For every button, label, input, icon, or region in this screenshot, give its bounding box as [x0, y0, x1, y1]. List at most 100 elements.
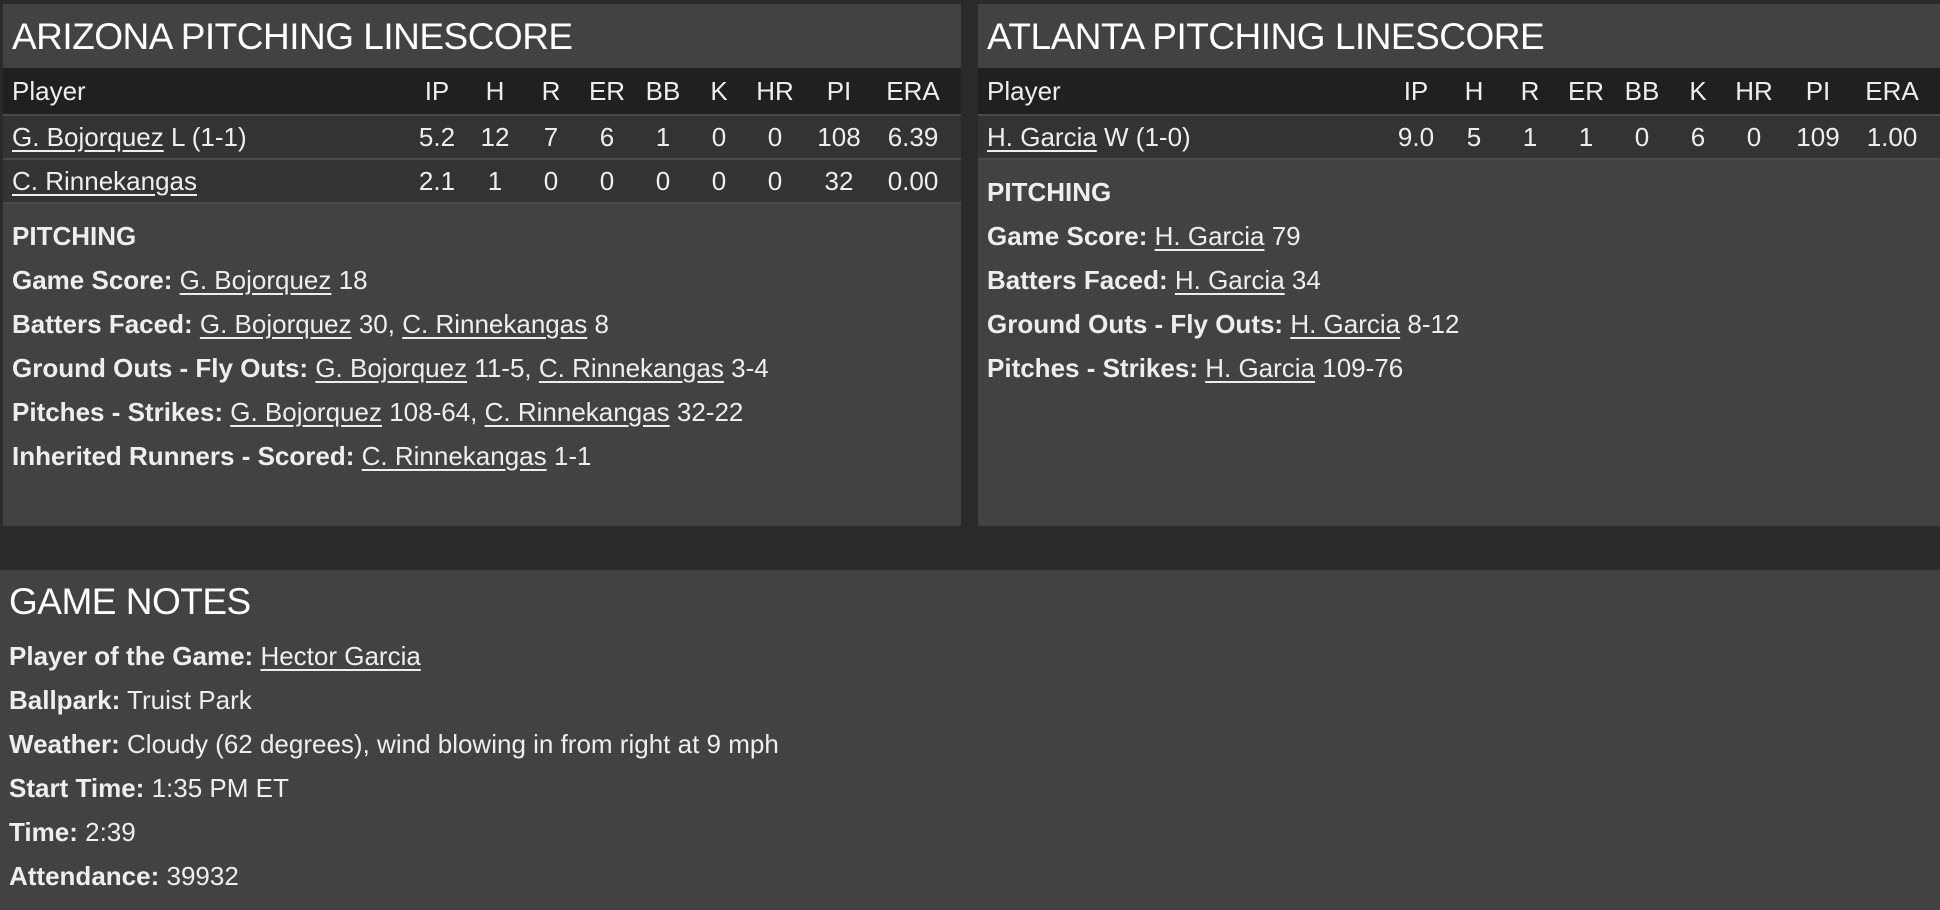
col-er: ER — [1567, 75, 1605, 106]
value: 8 — [594, 309, 609, 339]
stat-hr: 0 — [1746, 121, 1762, 152]
player-of-game-line: Player of the Game: Hector Garcia — [9, 634, 1931, 678]
label: Pitches - Strikes: — [12, 397, 223, 427]
stat-pi: 109 — [1796, 121, 1840, 152]
panel-title: ATLANTA PITCHING LINESCORE — [987, 16, 1545, 57]
col-r: R — [1520, 75, 1540, 106]
value: 11-5, — [474, 353, 532, 383]
value: 79 — [1271, 221, 1301, 251]
stat-r: 1 — [1522, 121, 1538, 152]
arizona-pitching-panel: ARIZONA PITCHING LINESCORE Player IP H R… — [3, 4, 961, 526]
player-link[interactable]: C. Rinnekangas — [484, 397, 670, 427]
atlanta-pitching-panel: ATLANTA PITCHING LINESCORE Player IP H R… — [978, 4, 1940, 526]
player-link[interactable]: G. Bojorquez — [199, 309, 352, 339]
col-player: Player — [12, 75, 86, 106]
label: Start Time: — [9, 773, 145, 803]
go-fo-line: Ground Outs - Fly Outs: G. Bojorquez 11-… — [12, 346, 952, 390]
col-ip: IP — [424, 75, 450, 106]
stat-bb: 0 — [655, 165, 671, 196]
panel-title: GAME NOTES — [9, 581, 251, 622]
player-link[interactable]: Hector Garcia — [260, 641, 421, 671]
label: Inherited Runners - Scored: — [12, 441, 355, 471]
col-hr: HR — [756, 75, 794, 106]
stat-er: 1 — [1578, 121, 1594, 152]
value: 34 — [1291, 265, 1321, 295]
player-link[interactable]: C. Rinnekangas — [361, 441, 547, 471]
stat-bb: 1 — [655, 121, 671, 152]
label: Pitches - Strikes: — [987, 353, 1198, 383]
start-time-line: Start Time: 1:35 PM ET — [9, 766, 1931, 810]
pitches-strikes-line: Pitches - Strikes: G. Bojorquez 108-64, … — [12, 390, 952, 434]
player-link[interactable]: H. Garcia — [1205, 353, 1316, 383]
col-bb: BB — [1624, 75, 1660, 106]
inherited-runners-line: Inherited Runners - Scored: C. Rinnekang… — [12, 434, 952, 478]
section-heading: PITCHING — [987, 177, 1112, 207]
player-link[interactable]: G. Bojorquez — [179, 265, 332, 295]
col-pi: PI — [1805, 75, 1831, 106]
decision: W (1-0) — [1104, 121, 1191, 152]
player-link[interactable]: C. Rinnekangas — [402, 309, 588, 339]
game-notes-panel: GAME NOTES Player of the Game: Hector Ga… — [0, 570, 1940, 910]
game-score-line: Game Score: H. Garcia 79 — [987, 214, 1931, 258]
stat-h: 1 — [487, 165, 503, 196]
stat-era: 0.00 — [887, 165, 939, 196]
label: Weather: — [9, 729, 120, 759]
label: Ballpark: — [9, 685, 121, 715]
section-heading: PITCHING — [12, 221, 137, 251]
value: 39932 — [166, 861, 239, 891]
table-header: Player IP H R ER BB K HR PI ERA — [3, 68, 961, 114]
table-row: G. Bojorquez L (1-1) 5.2 12 7 6 1 0 0 10… — [3, 114, 961, 158]
player-link[interactable]: H. Garcia — [987, 121, 1097, 152]
value: 18 — [338, 265, 368, 295]
game-score-line: Game Score: G. Bojorquez 18 — [12, 258, 952, 302]
attendance-line: Attendance: 39932 — [9, 854, 1931, 898]
notes-section: Player of the Game: Hector Garcia Ballpa… — [0, 634, 1940, 898]
col-h: H — [485, 75, 505, 106]
batters-faced-line: Batters Faced: G. Bojorquez 30, C. Rinne… — [12, 302, 952, 346]
player-link[interactable]: H. Garcia — [1174, 265, 1285, 295]
player-link[interactable]: C. Rinnekangas — [12, 165, 197, 196]
stat-r: 0 — [543, 165, 559, 196]
stat-k: 6 — [1690, 121, 1706, 152]
value: 3-4 — [731, 353, 769, 383]
stat-hr: 0 — [767, 121, 783, 152]
col-ip: IP — [1403, 75, 1429, 106]
player-link[interactable]: C. Rinnekangas — [538, 353, 724, 383]
col-bb: BB — [645, 75, 681, 106]
panel-title: ARIZONA PITCHING LINESCORE — [12, 16, 573, 57]
batters-faced-line: Batters Faced: H. Garcia 34 — [987, 258, 1931, 302]
player-link[interactable]: G. Bojorquez — [315, 353, 468, 383]
value: 1-1 — [553, 441, 592, 471]
col-k: K — [1689, 75, 1707, 106]
stat-ip: 5.2 — [418, 121, 456, 152]
stat-r: 7 — [543, 121, 559, 152]
col-era: ERA — [1865, 75, 1919, 106]
pitching-section: PITCHING Game Score: H. Garcia 79 Batter… — [978, 158, 1940, 390]
stat-era: 1.00 — [1866, 121, 1918, 152]
stat-pi: 32 — [824, 165, 854, 196]
col-hr: HR — [1735, 75, 1773, 106]
decision: L (1-1) — [170, 121, 247, 152]
value: Truist Park — [127, 685, 252, 715]
stat-pi: 108 — [817, 121, 861, 152]
col-er: ER — [588, 75, 626, 106]
col-h: H — [1464, 75, 1484, 106]
value: 109-76 — [1322, 353, 1404, 383]
pitching-section: PITCHING Game Score: G. Bojorquez 18 Bat… — [3, 202, 961, 478]
label: Ground Outs - Fly Outs: — [12, 353, 309, 383]
stat-bb: 0 — [1634, 121, 1650, 152]
value: 8-12 — [1407, 309, 1460, 339]
player-link[interactable]: G. Bojorquez — [230, 397, 382, 427]
table-row: C. Rinnekangas 2.1 1 0 0 0 0 0 32 0.00 — [3, 158, 961, 202]
label: Game Score: — [12, 265, 173, 295]
col-k: K — [710, 75, 728, 106]
value: Cloudy (62 degrees), wind blowing in fro… — [127, 729, 779, 759]
player-link[interactable]: G. Bojorquez — [12, 121, 164, 152]
stat-er: 6 — [599, 121, 615, 152]
table-row: H. Garcia W (1-0) 9.0 5 1 1 0 6 0 109 1.… — [978, 114, 1940, 158]
player-link[interactable]: H. Garcia — [1154, 221, 1265, 251]
col-pi: PI — [826, 75, 852, 106]
table-header: Player IP H R ER BB K HR PI ERA — [978, 68, 1940, 114]
value: 30, — [358, 309, 395, 339]
player-link[interactable]: H. Garcia — [1290, 309, 1401, 339]
